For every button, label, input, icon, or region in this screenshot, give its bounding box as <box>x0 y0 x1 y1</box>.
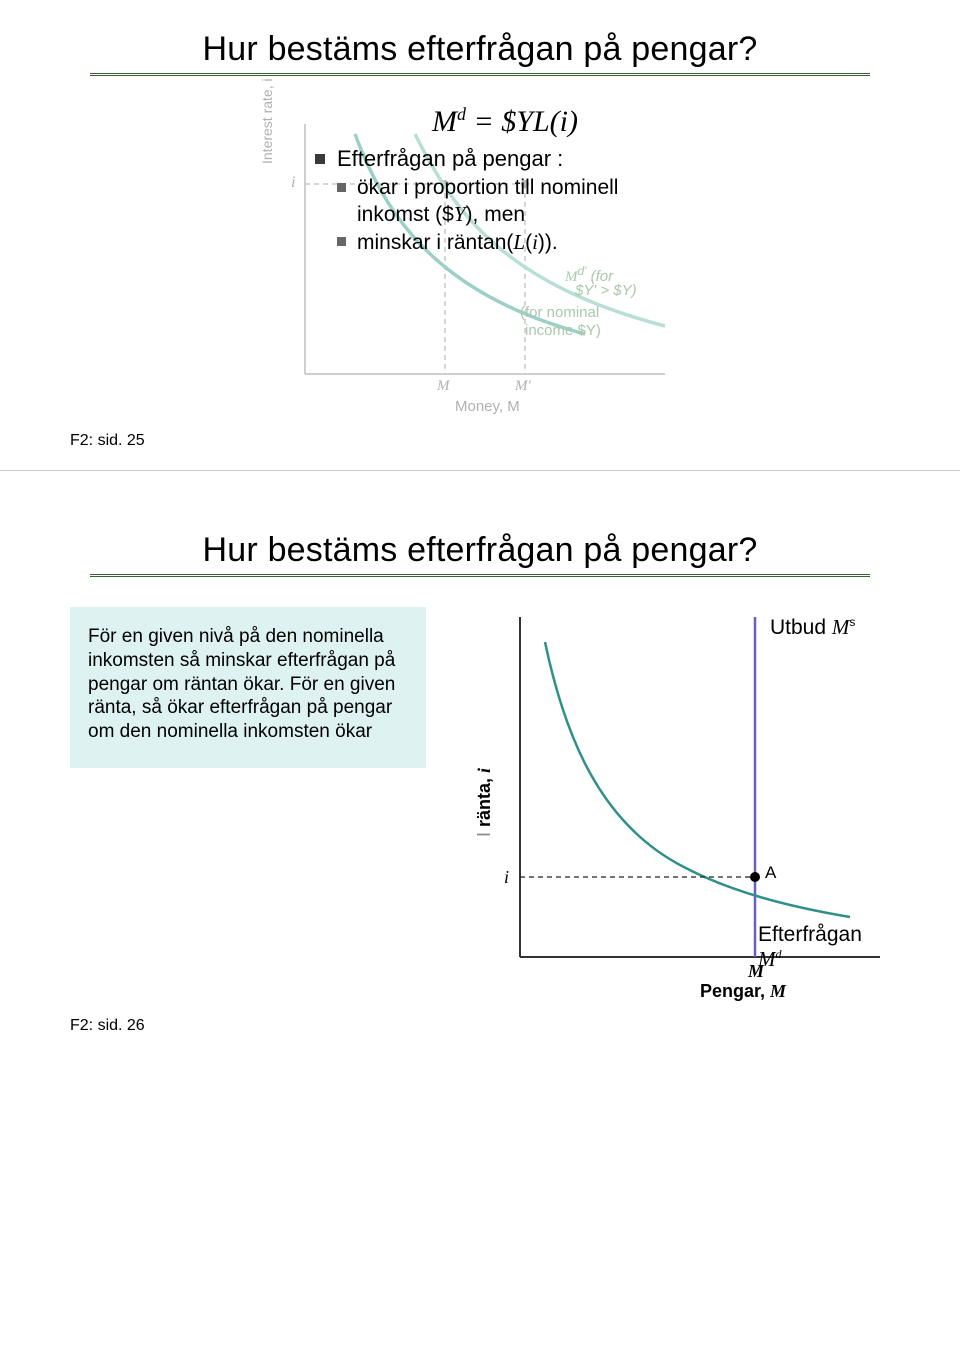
slide1-figure: Interest rate, i i M M' Money, M Md' (fo… <box>265 104 695 424</box>
point-A-label: A <box>765 863 776 883</box>
demand-label-c: d <box>776 947 782 961</box>
supply-label-b: M <box>832 615 850 639</box>
bullet-list: Efterfrågan på pengar : ökar i proportio… <box>315 145 695 256</box>
slide2-title: Hur bestäms efterfrågan på pengar? <box>50 531 910 570</box>
formula: Md = $YL(i) <box>315 104 695 139</box>
slide1-footer: F2: sid. 25 <box>70 432 910 450</box>
supply-label-c: s <box>849 615 855 629</box>
title-rule <box>90 73 870 76</box>
tick-i: i <box>504 867 509 888</box>
bg-note4: income $Y) <box>525 322 601 339</box>
page-separator <box>0 470 960 471</box>
demand-label-b: M <box>758 947 776 971</box>
slide1-overlay: Md = $YL(i) Efterfrågan på pengar : ökar… <box>315 104 695 258</box>
bullet-main: Efterfrågan på pengar : ökar i proportio… <box>315 145 695 256</box>
slide2-chart: I ränta, i i A M Pengar, M Utbud Ms Efte… <box>450 607 890 1007</box>
sub-bullet-1: ökar i proportion till nominell inkomst … <box>337 175 695 229</box>
bg-ylabel: Interest rate, i <box>259 78 275 164</box>
bg-tick-i: i <box>291 174 295 192</box>
slide2-body: För en given nivå på den nominella inkom… <box>50 607 910 1007</box>
demand-label-a: Efterfrågan <box>758 923 862 946</box>
supply-label-a: Utbud <box>770 616 832 639</box>
ylabel: I ränta, i <box>474 768 495 837</box>
bg-tick-M2: M' <box>515 378 531 395</box>
slide2-footer: F2: sid. 26 <box>70 1017 910 1035</box>
bg-note3: (for nominal <box>520 304 599 321</box>
bg-xlabel: Money, M <box>455 398 520 415</box>
ylabel-prefix: I <box>474 827 494 837</box>
bg-tick-M: M <box>437 378 450 395</box>
bullet-main-text: Efterfrågan på pengar : <box>337 146 563 171</box>
demand-label: Efterfrågan Md <box>758 923 890 972</box>
supply-label: Utbud Ms <box>770 615 855 640</box>
slide1-title: Hur bestäms efterfrågan på pengar? <box>50 30 910 69</box>
title-rule-2 <box>90 574 870 577</box>
slide-2: Hur bestäms efterfrågan på pengar? För e… <box>50 501 910 1045</box>
formula-text: Md = $YL(i) <box>432 105 578 138</box>
bg-note2: $Y' > $Y) <box>575 282 637 299</box>
xlabel: Pengar, M <box>700 981 786 1002</box>
sub-bullet-2: minskar i räntan(L(i)). <box>337 229 695 256</box>
slide-1: Hur bestäms efterfrågan på pengar? <box>50 0 910 460</box>
slide2-textbox: För en given nivå på den nominella inkom… <box>70 607 426 768</box>
